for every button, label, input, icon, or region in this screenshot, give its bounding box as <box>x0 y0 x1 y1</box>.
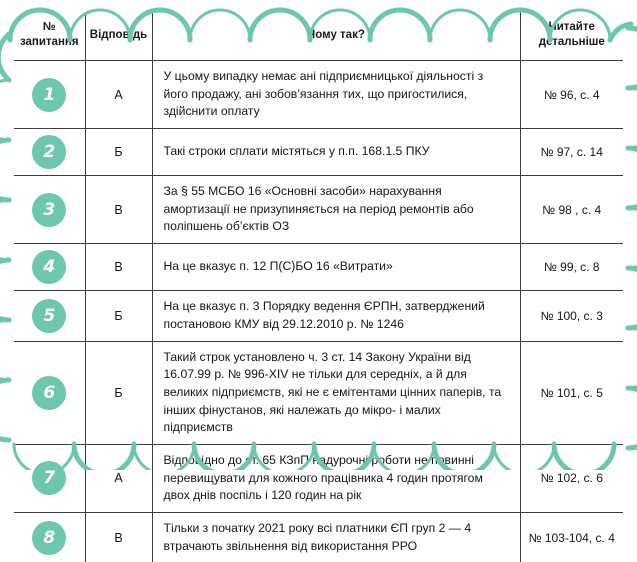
table-row: 1 А У цьому випадку немає ані підприємни… <box>14 61 623 129</box>
table-row: 2 Б Такі строки сплати містяться у п.п. … <box>14 129 623 176</box>
reference-cell: № 99, с. 8 <box>520 244 623 291</box>
answer-cell: В <box>85 513 152 562</box>
question-number-badge: 2 <box>32 135 66 169</box>
question-number-cell: 3 <box>14 176 85 244</box>
column-header-why: Чому так? <box>152 12 520 61</box>
answer-cell: А <box>85 61 152 129</box>
question-number-cell: 1 <box>14 61 85 129</box>
table-row: 3 В За § 55 МСБО 16 «Основні засоби» нар… <box>14 176 623 244</box>
table-row: 5 Б На це вказує п. 3 Порядку ведення ЄР… <box>14 291 623 341</box>
question-number-badge: 3 <box>32 193 66 227</box>
answer-cell: А <box>85 444 152 512</box>
reference-cell: № 96, с. 4 <box>520 61 623 129</box>
explanation-cell: Такий строк установлено ч. 3 ст. 14 Зако… <box>152 341 520 444</box>
table-row: 6 Б Такий строк установлено ч. 3 ст. 14 … <box>14 341 623 444</box>
reference-cell: № 98 , с. 4 <box>520 176 623 244</box>
table-body: 1 А У цьому випадку немає ані підприємни… <box>14 61 623 562</box>
reference-cell: № 97, с. 14 <box>520 129 623 176</box>
question-number-badge: 6 <box>32 376 66 410</box>
answer-cell: Б <box>85 129 152 176</box>
question-number-cell: 2 <box>14 129 85 176</box>
column-header-why-line1: Чому так? <box>157 28 516 43</box>
question-number-cell: 6 <box>14 341 85 444</box>
explanation-cell: На це вказує п. 3 Порядку ведення ЄРПН, … <box>152 291 520 341</box>
table-row: 4 В На це вказує п. 12 П(С)БО 16 «Витрат… <box>14 244 623 291</box>
reference-cell: № 101, с. 5 <box>520 341 623 444</box>
column-header-read-more-line1: Читайте <box>525 20 620 35</box>
reference-cell: № 103-104, с. 4 <box>520 513 623 562</box>
column-header-question-number-line1: № <box>18 20 81 35</box>
question-number-badge: 7 <box>32 461 66 495</box>
column-header-answer: Відповідь <box>85 12 152 61</box>
question-number-badge: 5 <box>32 299 66 333</box>
question-number-badge: 4 <box>32 250 66 284</box>
answer-cell: В <box>85 244 152 291</box>
answer-cell: Б <box>85 341 152 444</box>
explanation-cell: У цьому випадку немає ані підприємницько… <box>152 61 520 129</box>
column-header-answer-line1: Відповідь <box>90 28 148 43</box>
question-number-badge: 8 <box>32 521 66 555</box>
answer-cell: В <box>85 176 152 244</box>
answers-key-page: № запитання Відповідь Чому так? Читайте … <box>0 0 637 470</box>
column-header-question-number: № запитання <box>14 12 85 61</box>
table-row: 7 А Відповідно до ст. 65 КЗпП надурочні … <box>14 444 623 512</box>
answers-table: № запитання Відповідь Чому так? Читайте … <box>14 12 623 562</box>
question-number-cell: 4 <box>14 244 85 291</box>
explanation-cell: На це вказує п. 12 П(С)БО 16 «Витрати» <box>152 244 520 291</box>
answer-cell: Б <box>85 291 152 341</box>
column-header-question-number-line2: запитання <box>18 35 81 50</box>
explanation-cell: Такі строки сплати містяться у п.п. 168.… <box>152 129 520 176</box>
question-number-badge: 1 <box>32 78 66 112</box>
question-number-cell: 7 <box>14 444 85 512</box>
reference-cell: № 100, с. 3 <box>520 291 623 341</box>
question-number-cell: 5 <box>14 291 85 341</box>
column-header-read-more-line2: детальніше <box>525 35 620 50</box>
reference-cell: № 102, с. 6 <box>520 444 623 512</box>
explanation-cell: Відповідно до ст. 65 КЗпП надурочні робо… <box>152 444 520 512</box>
table-row: 8 В Тільки з початку 2021 року всі платн… <box>14 513 623 562</box>
explanation-cell: За § 55 МСБО 16 «Основні засоби» нарахув… <box>152 176 520 244</box>
table-header-row: № запитання Відповідь Чому так? Читайте … <box>14 12 623 61</box>
explanation-cell: Тільки з початку 2021 року всі платники … <box>152 513 520 562</box>
question-number-cell: 8 <box>14 513 85 562</box>
column-header-read-more: Читайте детальніше <box>520 12 623 61</box>
